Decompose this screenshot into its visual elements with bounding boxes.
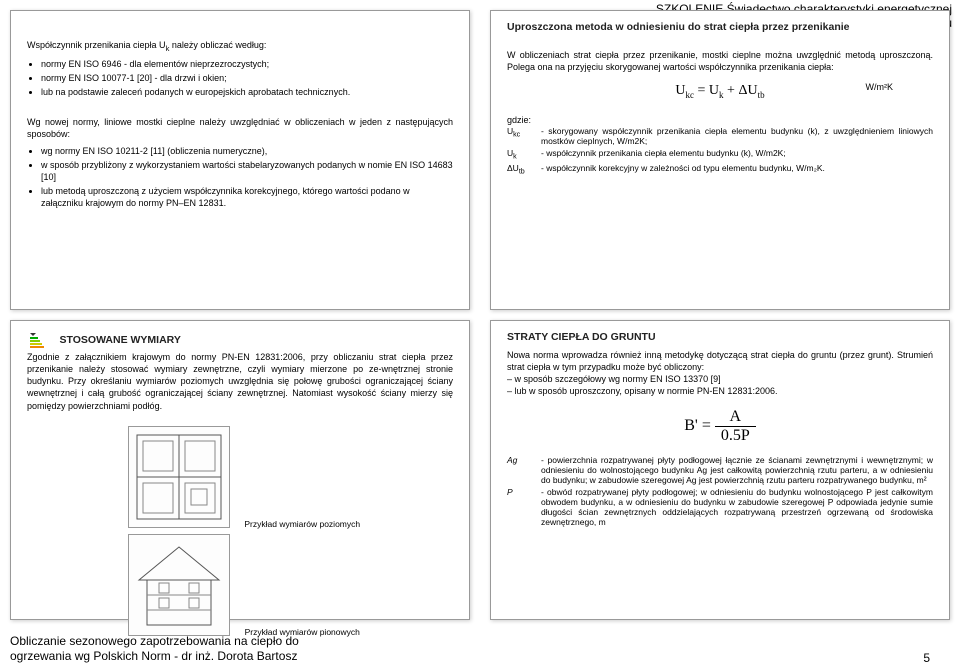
tl-intro: Współczynnik przenikania ciepła Uk należ…: [27, 39, 453, 54]
tr-def-0: Ukc - skorygowany współczynnik przenikan…: [507, 126, 933, 146]
tr-def-2-txt: - współczynnik korekcyjny w zależności o…: [541, 163, 933, 176]
tr-f-lhs: U: [675, 83, 685, 98]
tl-p1: Współczynnik przenikania ciepła U: [27, 40, 166, 50]
br-defs: Ag - powierzchnia rozpatrywanej płyty po…: [507, 455, 933, 527]
tl-bullets-2: wg normy EN ISO 10211-2 [11] (obliczenia…: [27, 145, 453, 210]
tr-def-0-txt: - skorygowany współczynnik przenikania c…: [541, 126, 933, 146]
br-p1: Nowa norma wprowadza również inną metody…: [507, 349, 933, 373]
br-l2: – lub w sposób uproszczony, opisany w no…: [507, 385, 933, 397]
br-def-0-sym: Ag: [507, 455, 541, 485]
tr-f-eq: = U: [694, 83, 719, 98]
br-def-0-txt: - powierzchnia rozpatrywanej płyty podło…: [541, 455, 933, 485]
tr-def-2-s: ΔU: [507, 163, 519, 173]
tr-def-0-sym: Ukc: [507, 126, 541, 146]
tl-b2-1: w sposób przybliżony z wykorzystaniem wa…: [41, 159, 453, 183]
tr-def-2-sym: ΔUtb: [507, 163, 541, 176]
tr-unit: W/m²K: [866, 82, 894, 92]
br-l1: – w sposób szczegółowy wg normy EN ISO 1…: [507, 373, 933, 385]
page: SZKOLENIE Świadectwo charakterystyki ene…: [0, 0, 960, 671]
tr-title: Uproszczona metoda w odniesieniu do stra…: [507, 21, 933, 33]
bl-thumb-2: [128, 534, 230, 636]
tr-defs: Ukc - skorygowany współczynnik przenikan…: [507, 126, 933, 175]
br-num: A: [715, 408, 756, 427]
bl-heading-row: STOSOWANE WYMIARY: [27, 331, 453, 351]
br-def-1-txt: - obwód rozpatrywanej płyty podłogowej; …: [541, 487, 933, 527]
page-footer-left: Obliczanie sezonowego zapotrzebowania na…: [10, 634, 299, 665]
tl-b2-2: lub metodą uproszczoną z użyciem współcz…: [41, 185, 453, 209]
tr-def-1-sub: k: [513, 153, 517, 161]
tl-p2: Wg nowej normy, liniowe mostki cieplne n…: [27, 116, 453, 140]
br-formula: B' = A0.5P: [507, 408, 933, 445]
br-f-lhs: B': [684, 417, 698, 434]
bl-title: STOSOWANE WYMIARY: [60, 334, 181, 346]
tr-p1: W obliczeniach strat ciepła przez przeni…: [507, 49, 933, 73]
tr-def-0-sub: kc: [513, 131, 520, 139]
br-f-eq: =: [698, 417, 715, 434]
slide-bottom-right: STRATY CIEPŁA DO GRUNTU Nowa norma wprow…: [490, 320, 950, 620]
tr-def-1: Uk - współczynnik przenikania ciepła ele…: [507, 148, 933, 161]
slide-top-right: Uproszczona metoda w odniesieniu do stra…: [490, 10, 950, 310]
slide-bottom-left: STOSOWANE WYMIARY Zgodnie z załącznikiem…: [10, 320, 470, 620]
tl-b1-0: normy EN ISO 6946 - dla elementów nieprz…: [41, 58, 453, 70]
tr-def-2-sub: tb: [519, 168, 525, 176]
tr-f-lhs-sub: kc: [686, 90, 695, 100]
footer-line-2: ogrzewania wg Polskich Norm - dr inż. Do…: [10, 649, 299, 665]
tr-f-plus: + ΔU: [724, 83, 758, 98]
br-title: STRATY CIEPŁA DO GRUNTU: [507, 331, 933, 343]
tl-bullets-1: normy EN ISO 6946 - dla elementów nieprz…: [27, 58, 453, 98]
bl-p1: Zgodnie z załącznikiem krajowym do normy…: [27, 351, 453, 412]
tr-f-rhs-sub: tb: [758, 90, 765, 100]
tr-def-1-sym: Uk: [507, 148, 541, 161]
bl-figures: Przykład wymiarów poziomych Przykł: [27, 422, 453, 638]
tr-gdzie: gdzie:: [507, 114, 933, 126]
slide-top-left: Współczynnik przenikania ciepła Uk należ…: [10, 10, 470, 310]
tl-b1-2: lub na podstawie zaleceń podanych w euro…: [41, 86, 453, 98]
page-footer-right: 5: [923, 651, 930, 665]
tr-def-2: ΔUtb - współczynnik korekcyjny w zależno…: [507, 163, 933, 176]
bl-cap1: Przykład wymiarów poziomych: [242, 519, 362, 529]
br-def-1: P - obwód rozpatrywanej płyty podłogowej…: [507, 487, 933, 527]
bl-thumb-1: [128, 426, 230, 528]
tl-b2-0: wg normy EN ISO 10211-2 [11] (obliczenia…: [41, 145, 453, 157]
tr-def-1-txt: - współczynnik przenikania ciepła elemen…: [541, 148, 933, 161]
energy-label-icon: [27, 331, 53, 351]
tl-p1-tail: należy obliczać według:: [169, 40, 266, 50]
tl-b1-1: normy EN ISO 10077-1 [20] - dla drzwi i …: [41, 72, 453, 84]
footer-line-1: Obliczanie sezonowego zapotrzebowania na…: [10, 634, 299, 650]
br-def-0: Ag - powierzchnia rozpatrywanej płyty po…: [507, 455, 933, 485]
br-den: 0.5P: [715, 427, 756, 445]
br-fraction: A0.5P: [715, 408, 756, 445]
br-def-1-sym: P: [507, 487, 541, 527]
